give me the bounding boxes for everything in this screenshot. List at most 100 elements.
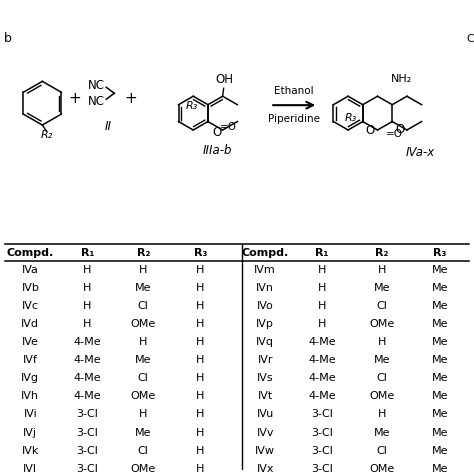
Text: H: H [378, 265, 386, 275]
Text: 4-Me: 4-Me [73, 374, 101, 383]
Text: Cl: Cl [138, 374, 149, 383]
Text: 3-Cl: 3-Cl [311, 446, 333, 456]
Text: Me: Me [432, 301, 448, 311]
Text: 3-Cl: 3-Cl [311, 428, 333, 438]
Text: O: O [365, 124, 375, 137]
Text: Me: Me [432, 265, 448, 275]
Text: Cl: Cl [377, 446, 388, 456]
Text: 3-Cl: 3-Cl [76, 464, 98, 474]
Text: OMe: OMe [369, 319, 395, 329]
Text: IVl: IVl [23, 464, 37, 474]
Text: IVj: IVj [23, 428, 37, 438]
Text: H: H [196, 392, 204, 401]
Text: Me: Me [432, 374, 448, 383]
Text: IVt: IVt [257, 392, 273, 401]
Text: O: O [213, 126, 222, 139]
Text: IVa-x: IVa-x [405, 146, 435, 159]
Text: IVg: IVg [21, 374, 39, 383]
Text: Me: Me [135, 428, 152, 438]
Text: Me: Me [374, 283, 390, 293]
Text: IVn: IVn [256, 283, 274, 293]
Text: NC: NC [88, 95, 105, 108]
Text: Me: Me [432, 337, 448, 347]
Text: R₃: R₃ [186, 100, 198, 110]
Text: b: b [4, 32, 12, 45]
Text: H: H [196, 319, 204, 329]
Text: OMe: OMe [131, 319, 156, 329]
Text: Me: Me [374, 356, 390, 365]
Text: Me: Me [135, 356, 152, 365]
Text: C: C [466, 34, 474, 44]
Text: H: H [196, 446, 204, 456]
Text: Me: Me [432, 446, 448, 456]
Text: 4-Me: 4-Me [308, 374, 336, 383]
Text: Compd.: Compd. [7, 247, 54, 257]
Text: OMe: OMe [369, 392, 395, 401]
Text: H: H [196, 374, 204, 383]
Text: 3-Cl: 3-Cl [311, 410, 333, 419]
Text: 4-Me: 4-Me [73, 356, 101, 365]
Text: H: H [139, 265, 147, 275]
Text: O: O [395, 123, 404, 136]
Text: 3-Cl: 3-Cl [76, 446, 98, 456]
Text: R₁: R₁ [315, 247, 329, 257]
Text: Piperidine: Piperidine [268, 114, 320, 124]
Text: H: H [378, 410, 386, 419]
Text: 3-Cl: 3-Cl [311, 464, 333, 474]
Text: Me: Me [432, 428, 448, 438]
Text: Cl: Cl [138, 301, 149, 311]
Text: IVe: IVe [22, 337, 39, 347]
Text: H: H [196, 428, 204, 438]
Text: H: H [318, 301, 326, 311]
Text: H: H [83, 319, 91, 329]
Text: OMe: OMe [131, 464, 156, 474]
Text: 3-Cl: 3-Cl [76, 428, 98, 438]
Text: IVw: IVw [255, 446, 275, 456]
Text: H: H [83, 283, 91, 293]
Text: OH: OH [216, 73, 234, 86]
Text: Cl: Cl [377, 374, 388, 383]
Text: Me: Me [432, 283, 448, 293]
Text: 4-Me: 4-Me [308, 392, 336, 401]
Text: IVv: IVv [256, 428, 274, 438]
Text: OMe: OMe [131, 392, 156, 401]
Text: IVb: IVb [21, 283, 39, 293]
Text: Ethanol: Ethanol [274, 86, 314, 96]
Text: R₃: R₃ [433, 247, 447, 257]
Text: H: H [318, 283, 326, 293]
Text: IVx: IVx [256, 464, 274, 474]
Text: H: H [318, 319, 326, 329]
Text: II: II [105, 119, 112, 133]
Text: H: H [378, 337, 386, 347]
Text: H: H [83, 265, 91, 275]
Text: IIIa-b: IIIa-b [203, 144, 232, 157]
Text: IVd: IVd [21, 319, 39, 329]
Text: Me: Me [432, 356, 448, 365]
Text: 4-Me: 4-Me [308, 356, 336, 365]
Text: Cl: Cl [377, 301, 388, 311]
Text: H: H [139, 410, 147, 419]
Text: Cl: Cl [138, 446, 149, 456]
Text: H: H [196, 337, 204, 347]
Text: R₂: R₂ [137, 247, 150, 257]
Text: R₂: R₂ [375, 247, 389, 257]
Text: IVm: IVm [254, 265, 276, 275]
Text: H: H [196, 265, 204, 275]
Text: Compd.: Compd. [242, 247, 289, 257]
Text: H: H [318, 265, 326, 275]
Text: =O: =O [220, 121, 237, 131]
Text: Me: Me [432, 464, 448, 474]
Text: H: H [83, 301, 91, 311]
Text: Me: Me [374, 428, 390, 438]
Text: IVh: IVh [21, 392, 39, 401]
Text: OMe: OMe [369, 464, 395, 474]
Text: Me: Me [432, 410, 448, 419]
Text: NH₂: NH₂ [392, 74, 412, 84]
Text: IVf: IVf [23, 356, 38, 365]
Text: R₃: R₃ [193, 247, 207, 257]
Text: 3-Cl: 3-Cl [76, 410, 98, 419]
Text: Me: Me [432, 392, 448, 401]
Text: IVp: IVp [256, 319, 274, 329]
Text: IVq: IVq [256, 337, 274, 347]
Text: +: + [68, 91, 81, 106]
